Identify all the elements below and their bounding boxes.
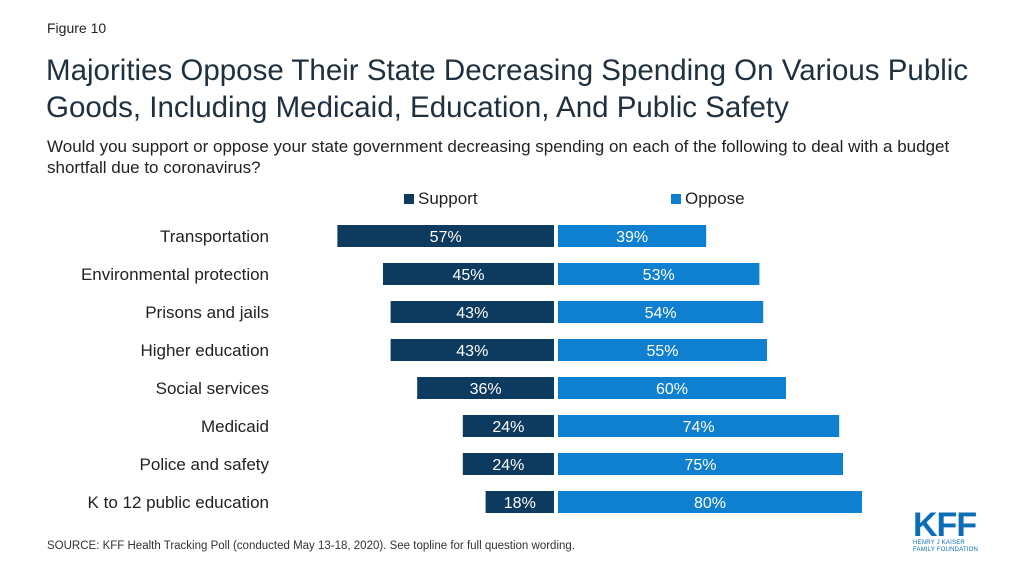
category-label: Environmental protection [81,265,269,284]
bar-oppose [558,339,767,361]
legend-swatch-oppose [671,194,681,204]
category-label: Transportation [160,227,269,246]
chart-subtitle: Would you support or oppose your state g… [47,137,950,177]
bar-support [462,415,554,437]
data-label-support: 43% [456,305,488,322]
legend-label-support: Support [418,189,478,208]
data-label-support: 24% [492,457,524,474]
legend-item-oppose: Oppose [671,189,745,209]
data-label-oppose: 74% [683,419,715,436]
logo-letters: KFF [913,506,977,544]
category-label: Higher education [140,341,269,360]
category-label: Medicaid [201,417,269,436]
bar-oppose [558,377,786,399]
data-label-support: 24% [492,419,524,436]
data-label-support: 45% [452,267,484,284]
category-label: K to 12 public education [88,493,269,512]
category-label: Prisons and jails [145,303,269,322]
source-note: SOURCE: KFF Health Tracking Poll (conduc… [47,540,575,552]
bar-oppose [558,453,843,475]
logo-line-2: FAMILY FOUNDATION [913,547,979,553]
bar-oppose [558,491,862,513]
bar-oppose [558,301,764,323]
data-label-support: 36% [470,381,502,398]
category-label: Police and safety [140,455,270,474]
data-label-support: 57% [430,229,462,246]
legend-item-support: Support [404,189,478,209]
legend-swatch-support [404,194,414,204]
legend: Support Oppose [0,189,1024,209]
data-label-oppose: 60% [656,381,688,398]
bar-oppose [558,225,707,247]
legend-label-oppose: Oppose [685,189,745,208]
bar-oppose [558,415,840,437]
data-label-oppose: 75% [684,457,716,474]
data-label-oppose: 53% [643,267,675,284]
logo-line-1: HENRY J KAISER [913,540,965,546]
figure-label: Figure 10 [47,20,107,36]
data-label-oppose: 54% [645,305,677,322]
chart-title: Majorities Oppose Their State Decreasing… [46,54,969,124]
bar-oppose [558,263,760,285]
bar-support [390,301,554,323]
bar-support [390,339,554,361]
bar-support [417,377,554,399]
category-label: Social services [156,379,269,398]
data-label-oppose: 39% [616,229,648,246]
bar-support [383,263,554,285]
data-label-support: 18% [504,495,536,512]
bar-support [485,491,554,513]
data-label-oppose: 80% [694,495,726,512]
bar-support [462,453,554,475]
bar-support [337,225,554,247]
data-label-oppose: 55% [646,343,678,360]
kff-logo: KFF HENRY J KAISER FAMILY FOUNDATION [913,506,993,560]
data-label-support: 43% [456,343,488,360]
